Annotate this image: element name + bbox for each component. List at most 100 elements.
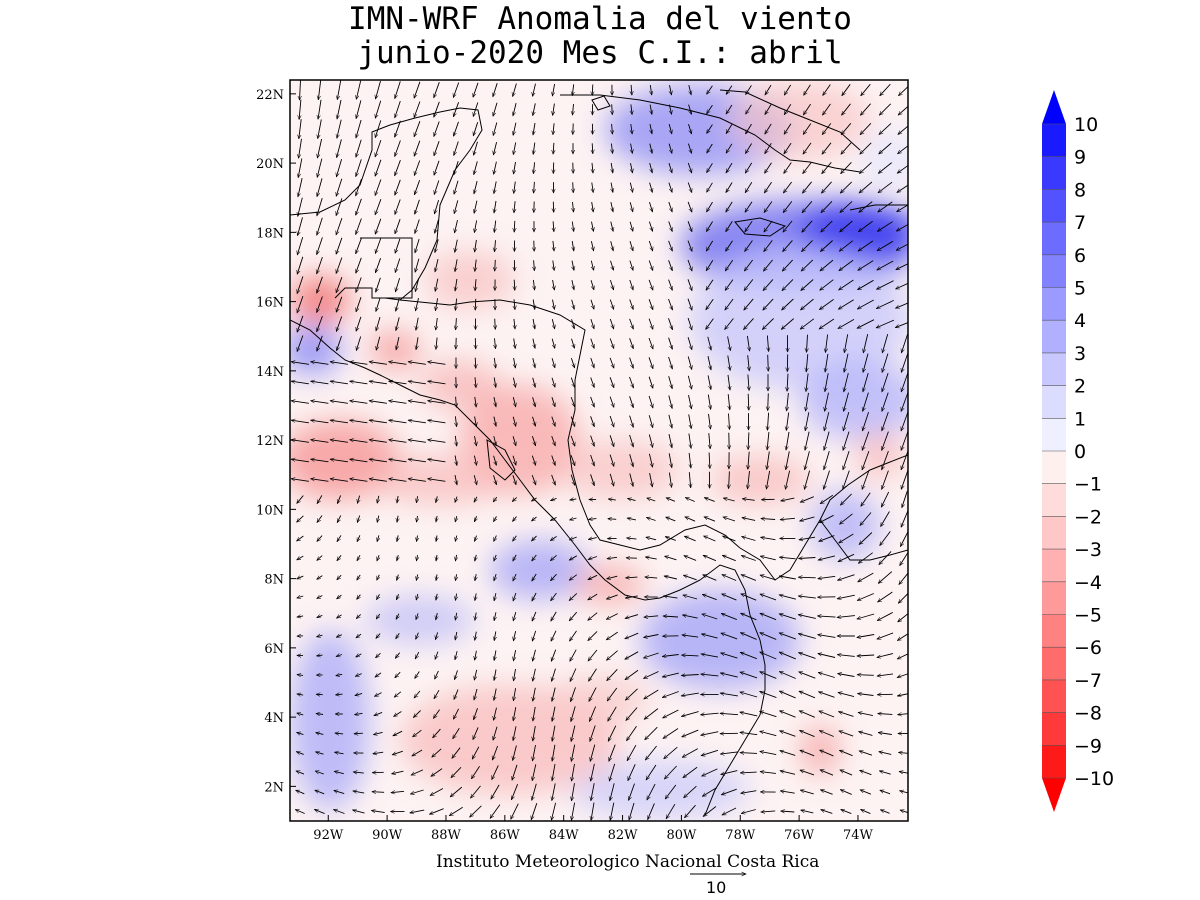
wind-vector [898,713,908,714]
wind-vector [858,279,874,291]
wind-vector [682,748,699,758]
wind-vector [588,593,598,601]
wind-vector [629,338,634,348]
wind-vector [843,450,850,470]
wind-vector [311,420,329,424]
wind-vector [376,336,381,350]
wind-vector [631,84,632,95]
wind-vector [764,162,772,174]
wind-vector [550,536,557,540]
wind-vector [763,298,774,310]
wind-vector [590,725,596,742]
wind-vector [626,707,638,721]
wind-vector [337,574,342,580]
wind-vector [436,337,437,350]
wind-vector [494,436,496,446]
wind-vector [414,121,421,137]
wind-vector [722,593,737,601]
wind-vector [453,689,459,700]
wind-vector [474,455,476,466]
wind-vector [455,219,458,233]
wind-vector [291,362,309,365]
wind-vector [607,725,617,742]
wind-vector [395,100,401,118]
wind-vector [611,221,613,232]
wind-vector [725,104,733,114]
wind-vector [473,102,479,117]
wind-vector [742,537,756,541]
wind-vector [553,221,554,231]
wind-vector [494,593,496,601]
colorbar-segment [1042,287,1066,321]
wind-vector [336,296,343,312]
wind-vector [389,401,407,404]
wind-vector [668,123,672,134]
wind-vector [687,162,691,173]
wind-vector [435,298,437,310]
lat-tick-label: 16N [256,296,284,311]
wind-vector [493,726,498,740]
wind-vector [880,491,890,507]
wind-vector [431,768,443,777]
wind-vector [416,555,417,561]
wind-vector [707,375,711,389]
wind-vector [415,219,420,234]
wind-vector [475,239,477,252]
wind-vector [818,635,836,638]
wind-vector [570,474,575,486]
wind-vector [336,158,343,177]
wind-vector [291,479,309,482]
wind-vector [748,393,749,410]
wind-vector [330,440,348,443]
wind-vector [843,411,850,431]
wind-vector [744,318,754,329]
wind-vector [533,725,536,741]
wind-vector [857,299,874,310]
wind-vector [859,732,873,736]
wind-vector [837,616,855,618]
wind-vector [569,536,577,541]
wind-vector [355,674,362,677]
wind-vector [591,763,595,781]
wind-vector [767,412,768,431]
wind-vector [802,201,813,212]
wind-vector [311,362,329,365]
wind-vector [612,104,613,114]
wind-vector [494,357,495,368]
wind-vector [896,302,908,309]
wind-vector [369,459,387,463]
wind-vector [706,143,713,153]
wind-vector [780,731,796,737]
wind-vector [748,471,750,489]
wind-vector [860,162,872,173]
wind-vector [745,85,752,94]
wind-vector [687,279,692,290]
wind-vector [825,334,829,353]
wind-vector [513,377,515,388]
wind-vector [819,730,834,737]
lon-tick-label: 82W [608,828,639,843]
wind-vector [723,536,736,542]
wind-vector [454,141,459,156]
wind-vector [862,450,870,470]
wind-vector [648,260,653,271]
wind-vector [317,178,323,196]
wind-vector [357,594,361,600]
wind-vector [648,376,653,389]
wind-vector [646,518,656,521]
wind-vector [825,392,829,412]
wind-vector [513,396,515,407]
wind-vector [455,631,457,640]
wind-vector [782,279,794,290]
wind-vector [317,555,323,561]
wind-vector [317,635,323,637]
colorbar-segment [1042,156,1066,190]
wind-vector [625,596,638,598]
wind-vector [336,635,342,638]
wind-vector [512,455,516,466]
wind-vector [783,123,792,135]
wind-vector [612,123,613,134]
wind-vector [629,318,634,329]
wind-vector [569,611,578,621]
wind-vector [648,357,653,368]
